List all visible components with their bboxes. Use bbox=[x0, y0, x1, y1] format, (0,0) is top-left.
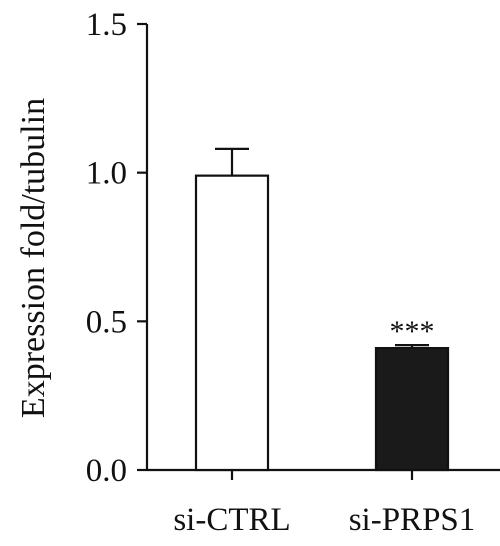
bar-2 bbox=[374, 346, 450, 472]
bars bbox=[194, 147, 450, 472]
y-tick-label: 1.0 bbox=[86, 156, 127, 192]
labels: 0.0 0.5 1.0 1.5 si-CTRL si-PRPS1 *** bbox=[86, 7, 476, 538]
y-tick-label: 0.5 bbox=[86, 304, 127, 340]
y-axis-title: Expression fold/tubulin bbox=[15, 98, 52, 418]
y-tick-label: 0.0 bbox=[86, 453, 127, 489]
bar-1 bbox=[194, 174, 270, 472]
x-category-label: si-PRPS1 bbox=[349, 502, 476, 538]
x-category-label: si-CTRL bbox=[173, 502, 290, 538]
significance-label: *** bbox=[390, 315, 435, 348]
y-tick-label: 1.5 bbox=[86, 7, 127, 43]
